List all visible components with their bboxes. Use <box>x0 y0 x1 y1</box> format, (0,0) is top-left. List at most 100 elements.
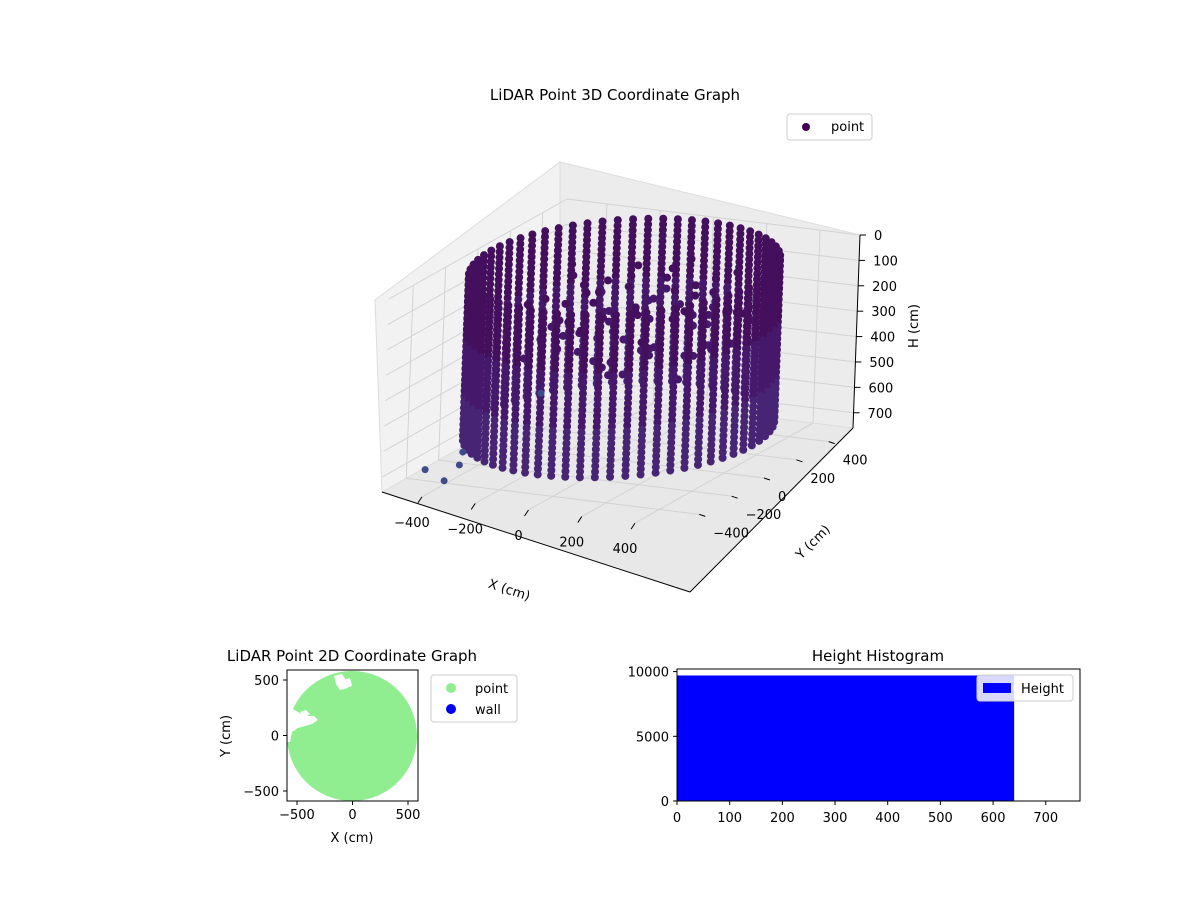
lidar-point-3d <box>503 288 512 297</box>
lidar-point-3d <box>758 336 767 345</box>
lidar-point-3d <box>552 337 561 346</box>
lidar-point-3d <box>699 267 708 276</box>
lidar-point-3d <box>475 397 484 406</box>
lidar-point-3d <box>657 276 666 285</box>
lidar-point-3d <box>581 311 590 320</box>
lidar-point-3d <box>528 230 537 239</box>
lidar-point-3d <box>680 307 689 316</box>
lidar-point-3d <box>739 440 748 449</box>
lidar-point-3d <box>579 361 588 370</box>
lidar-point-3d <box>709 368 718 377</box>
lidar-point-3d <box>525 345 534 354</box>
lidar-point-3d <box>722 347 731 356</box>
lidar-point-3d <box>639 386 648 395</box>
lidar-point-3d <box>505 243 514 252</box>
histogram-bar <box>677 675 1015 801</box>
lidar-point-3d <box>582 241 591 250</box>
lidar-point-3d <box>657 317 666 326</box>
lidar-point-3d <box>524 368 533 377</box>
lidar-point-3d <box>565 349 574 358</box>
lidar-point-3d <box>483 373 492 382</box>
lidar-point-3d <box>624 376 633 385</box>
lidar-point-3d <box>706 451 715 460</box>
lidar-point-3d <box>492 354 501 363</box>
lidar-point-3d <box>657 306 666 315</box>
lidar-point-3d <box>607 433 616 442</box>
lidar-point-3d <box>655 362 664 371</box>
lidar-point-3d <box>670 338 679 347</box>
lidar-point-3d <box>566 277 575 286</box>
lidar-point-3d <box>538 347 547 356</box>
lidar-point-3d <box>485 312 494 321</box>
x-tick-label-hist: 300 <box>823 811 848 826</box>
lidar-point-3d <box>695 405 704 414</box>
points-3d <box>421 214 785 485</box>
lidar-point-3d <box>535 425 544 434</box>
lidar-point-3d <box>745 260 754 269</box>
lidar-point-3d <box>490 421 499 430</box>
lidar-point-3d <box>641 298 650 307</box>
lidar-point-3d <box>612 238 621 247</box>
lidar-point-3d <box>730 416 739 425</box>
lidar-point-3d <box>479 291 488 300</box>
lidar-point-3d <box>533 470 542 479</box>
lidar-point-3d <box>550 382 559 391</box>
z-tick-label-3d: 100 <box>873 254 898 269</box>
lidar-point-3d <box>752 324 761 333</box>
lidar-point-3d <box>626 326 635 335</box>
lidar-point-3d <box>596 311 605 320</box>
lidar-point-3d <box>742 350 751 359</box>
lidar-point-3d <box>668 405 677 414</box>
lidar-point-3d <box>700 234 709 243</box>
lidar-point-3d <box>476 369 485 378</box>
lidar-point-3d <box>668 393 677 402</box>
lidar-point-3d <box>686 301 695 310</box>
lidar-point-3d <box>522 435 531 444</box>
lidar-point-3d <box>636 464 645 473</box>
lidar-point-3d <box>627 259 636 268</box>
lidar-point-3d <box>581 328 590 337</box>
lidar-point-3d <box>707 435 716 444</box>
plot-frame-hist <box>676 668 1081 802</box>
lidar-point-3d <box>697 365 706 374</box>
lidar-point-3d <box>639 397 648 406</box>
lidar-point-3d <box>710 362 719 371</box>
lidar-point-3d <box>681 435 690 444</box>
lidar-point-3d <box>501 385 510 394</box>
lidar-point-3d <box>485 323 494 332</box>
lidar-point-3d <box>627 309 636 318</box>
lidar-point-3d <box>484 356 493 365</box>
lidar-point-3d <box>500 413 509 422</box>
lidar-point-3d <box>687 232 696 241</box>
lidar-point-3d <box>525 351 534 360</box>
lidar-point-3d <box>485 306 494 315</box>
lidar-point-3d <box>527 264 536 273</box>
lidar-point-3d <box>565 344 574 353</box>
lidar-point-3d <box>713 230 722 239</box>
lidar-point-3d <box>538 288 547 297</box>
lidar-point-3d <box>656 340 665 349</box>
lidar-point-3d <box>539 277 548 286</box>
x-axis-label-2d: X (cm) <box>331 831 374 846</box>
lidar-point-3d <box>513 349 522 358</box>
lidar-point-3d <box>515 267 524 276</box>
lidar-point-3d <box>649 294 658 303</box>
lidar-point-3d <box>741 384 750 393</box>
lidar-point-3d <box>568 227 577 236</box>
lidar-point-3d <box>724 303 733 312</box>
lidar-point-3d <box>485 317 494 326</box>
ticks-hist: 0 100 200 300 400 500 600 700 0 5000 10000 <box>628 666 1059 826</box>
legend-hist-label: Height <box>1021 682 1064 697</box>
lidar-point-3d <box>642 270 651 279</box>
lidar-point-3d <box>606 472 615 481</box>
lidar-point-3d <box>547 471 556 480</box>
lidar-point-3d <box>758 347 767 356</box>
lidar-point-3d <box>699 262 708 271</box>
lidar-point-3d <box>683 380 692 389</box>
lidar-point-3d <box>654 390 663 399</box>
lidar-point-3d <box>609 366 618 375</box>
outlier-point-3d <box>421 466 429 474</box>
chart-2d-title: LiDAR Point 2D Coordinate Graph <box>227 647 477 665</box>
lidar-point-3d <box>515 262 524 271</box>
lidar-point-3d <box>486 274 495 283</box>
